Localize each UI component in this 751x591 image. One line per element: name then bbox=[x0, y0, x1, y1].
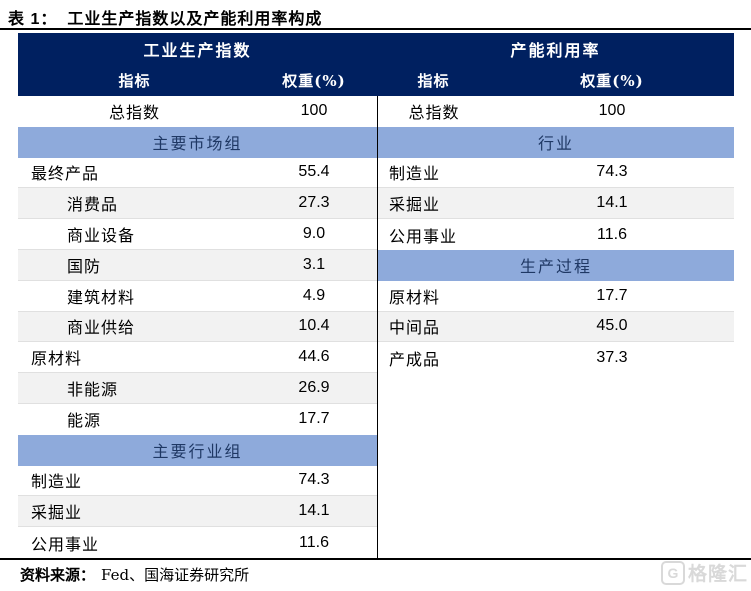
row-value: 74.3 bbox=[298, 471, 330, 489]
column-header-row: 指标 权重(%) 指标 权重(%) bbox=[18, 64, 734, 96]
section-band-label: 主要市场组 bbox=[152, 134, 243, 154]
table-row: 原材料 17.7 bbox=[378, 281, 734, 312]
left-half-title: 工业生产指数 bbox=[143, 40, 252, 60]
table-row: 建筑材料 4.9 bbox=[18, 281, 377, 312]
bottom-rule bbox=[0, 558, 751, 560]
row-value: 100 bbox=[300, 102, 328, 120]
row-label: 非能源 bbox=[67, 380, 119, 400]
table-header: 工业生产指数 产能利用率 指标 权重(%) 指标 权重(%) bbox=[18, 33, 734, 96]
row-value: 10.4 bbox=[298, 317, 330, 335]
table-row: 公用事业 11.6 bbox=[18, 527, 377, 558]
left-indicator-header: 指标 bbox=[118, 71, 151, 90]
table-row: 采掘业 14.1 bbox=[18, 496, 377, 528]
table-row: 商业设备 9.0 bbox=[18, 219, 377, 250]
table-row: 制造业 74.3 bbox=[378, 158, 734, 189]
table-row: 商业供给 10.4 bbox=[18, 311, 377, 343]
right-half-body: 总指数 100 行业制造业 74.3 采掘业 14.1 公用事业 11.6 生产过程原材料 17.… bbox=[377, 96, 734, 558]
section-band-label: 主要行业组 bbox=[152, 442, 243, 462]
row-value: 100 bbox=[598, 102, 626, 120]
table-row: 非能源 26.9 bbox=[18, 373, 377, 404]
composition-table: 工业生产指数 产能利用率 指标 权重(%) 指标 权重(%) 总指数 100 主要市… bbox=[18, 33, 734, 558]
table-row: 公用事业 11.6 bbox=[378, 219, 734, 250]
right-weight-header: 权重(%) bbox=[580, 71, 644, 90]
row-value: 11.6 bbox=[597, 225, 627, 243]
row-value: 37.3 bbox=[596, 348, 628, 366]
source-text: Fed、国海证券研究所 bbox=[101, 566, 250, 584]
row-label: 产成品 bbox=[389, 349, 441, 369]
table-title: 表 1： 工业生产指数以及产能利用率构成 bbox=[8, 5, 322, 29]
gelonghui-logo-icon: G bbox=[660, 560, 685, 585]
row-label: 制造业 bbox=[389, 164, 441, 184]
row-label: 总指数 bbox=[408, 103, 460, 123]
table-row: 最终产品 55.4 bbox=[18, 158, 377, 189]
row-value: 27.3 bbox=[298, 194, 330, 212]
section-band-label: 行业 bbox=[537, 134, 574, 154]
merged-header-row: 工业生产指数 产能利用率 bbox=[18, 33, 734, 64]
row-label: 公用事业 bbox=[389, 226, 458, 246]
gelonghui-logo-text: 格隆汇 bbox=[687, 564, 748, 585]
table-title-text: 工业生产指数以及产能利用率构成 bbox=[67, 11, 323, 28]
right-indicator-header: 指标 bbox=[417, 71, 450, 90]
table-row: 国防 3.1 bbox=[18, 249, 377, 281]
row-value: 45.0 bbox=[596, 317, 628, 335]
row-label: 原材料 bbox=[31, 349, 83, 369]
row-label: 商业供给 bbox=[67, 318, 136, 338]
section-band: 生产过程 bbox=[378, 249, 734, 281]
source-note: 资料来源： Fed、国海证券研究所 bbox=[20, 564, 249, 585]
row-value: 55.4 bbox=[298, 163, 330, 181]
table-number: 表 1： bbox=[8, 11, 58, 28]
row-value: 74.3 bbox=[596, 163, 628, 181]
table-body: 总指数 100 主要市场组最终产品 55.4 消费品 27.3 商业设备 9.0 国防 3.1 建筑… bbox=[18, 96, 734, 558]
top-rule bbox=[0, 28, 751, 30]
row-label: 采掘业 bbox=[389, 195, 441, 215]
left-weight-header: 权重(%) bbox=[282, 71, 346, 90]
row-value: 44.6 bbox=[298, 348, 330, 366]
row-label: 采掘业 bbox=[31, 503, 83, 523]
row-label: 最终产品 bbox=[31, 164, 100, 184]
row-label: 消费品 bbox=[67, 195, 119, 215]
row-label: 制造业 bbox=[31, 472, 83, 492]
row-label: 总指数 bbox=[108, 103, 160, 123]
table-row: 制造业 74.3 bbox=[18, 466, 377, 497]
right-half-title: 产能利用率 bbox=[510, 40, 601, 60]
table-row: 总指数 100 bbox=[378, 96, 734, 127]
table-row: 能源 17.7 bbox=[18, 404, 377, 435]
table-row: 总指数 100 bbox=[18, 96, 377, 127]
section-band: 主要市场组 bbox=[18, 126, 377, 158]
row-value: 3.1 bbox=[302, 255, 326, 273]
table-row: 采掘业 14.1 bbox=[378, 188, 734, 220]
row-label: 公用事业 bbox=[31, 534, 100, 554]
row-value: 17.7 bbox=[596, 286, 628, 304]
table-row: 原材料 44.6 bbox=[18, 342, 377, 374]
row-label: 建筑材料 bbox=[67, 287, 136, 307]
row-value: 14.1 bbox=[298, 502, 330, 520]
row-label: 能源 bbox=[67, 411, 102, 431]
row-value: 9.0 bbox=[302, 225, 326, 243]
source-label: 资料来源： bbox=[20, 566, 96, 584]
row-label: 中间品 bbox=[389, 318, 441, 338]
row-value: 14.1 bbox=[596, 194, 628, 212]
section-band-label: 生产过程 bbox=[519, 257, 592, 277]
left-half-body: 总指数 100 主要市场组最终产品 55.4 消费品 27.3 商业设备 9.0 国防 3.1 建筑… bbox=[18, 96, 377, 558]
row-label: 商业设备 bbox=[67, 226, 136, 246]
row-value: 26.9 bbox=[298, 379, 330, 397]
section-band: 行业 bbox=[378, 126, 734, 158]
table-row: 产成品 37.3 bbox=[378, 342, 734, 373]
section-band: 主要行业组 bbox=[18, 434, 377, 466]
row-value: 11.6 bbox=[299, 533, 329, 551]
table-row: 消费品 27.3 bbox=[18, 188, 377, 220]
row-value: 4.9 bbox=[302, 286, 326, 304]
row-label: 原材料 bbox=[389, 287, 441, 307]
gelonghui-watermark: G 格隆汇 bbox=[660, 559, 748, 586]
table-row: 中间品 45.0 bbox=[378, 311, 734, 343]
row-value: 17.7 bbox=[298, 410, 330, 428]
row-label: 国防 bbox=[67, 256, 102, 276]
